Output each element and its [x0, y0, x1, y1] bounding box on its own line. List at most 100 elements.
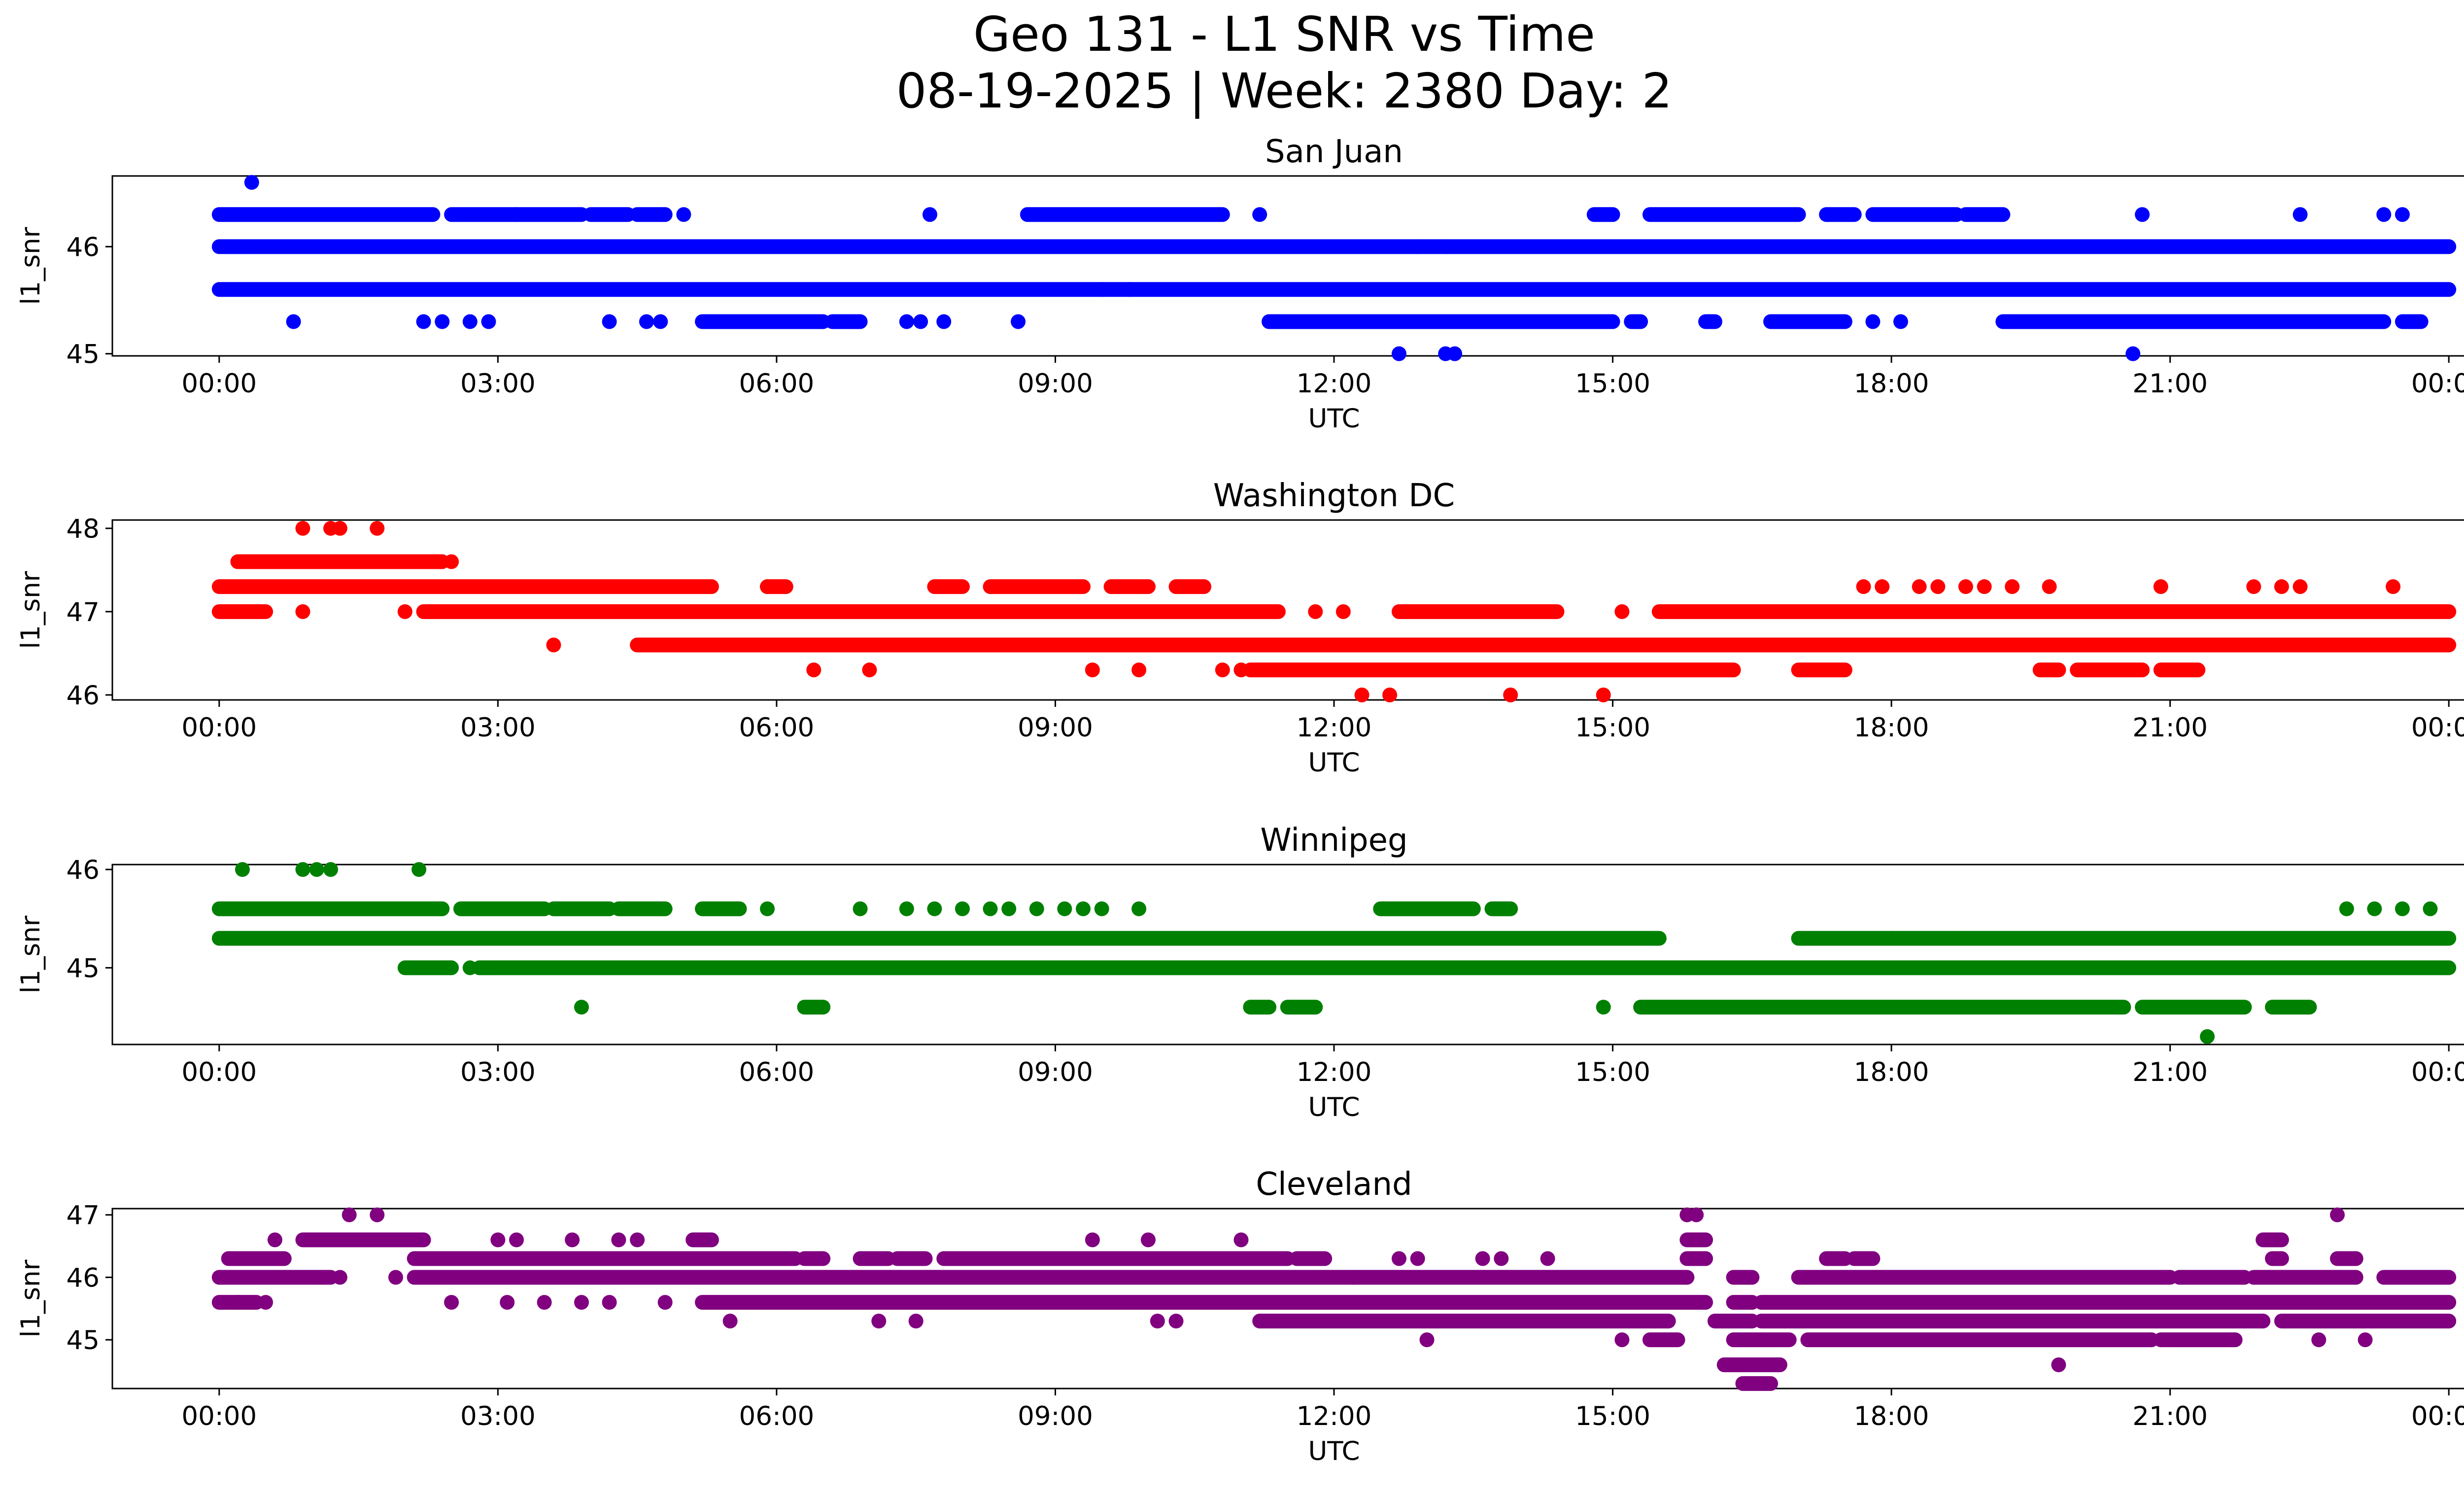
figure-title-line2: 08-19-2025 | Week: 2380 Day: 2: [896, 63, 1673, 119]
data-point: [1893, 314, 1908, 329]
data-point: [462, 314, 478, 329]
x-tick-label: 09:00: [1018, 1057, 1093, 1087]
data-point: [370, 521, 385, 536]
data-point: [235, 862, 250, 877]
x-tick-label: 21:00: [2132, 1057, 2208, 1087]
data-point: [1085, 662, 1100, 678]
data-point: [332, 1270, 347, 1285]
data-point: [853, 901, 868, 916]
data-point: [1150, 1314, 1165, 1329]
x-tick-label: 09:00: [1018, 1401, 1093, 1431]
data-point: [397, 604, 412, 619]
y-tick-label: 46: [67, 855, 100, 885]
data-point: [230, 1295, 245, 1310]
y-tick-label: 46: [67, 232, 100, 262]
x-tick-label: 00:00: [2411, 369, 2464, 399]
y-tick-label: 46: [67, 681, 100, 711]
x-tick-label: 18:00: [1854, 1401, 1929, 1431]
data-point: [2311, 1332, 2327, 1348]
data-point: [1596, 1000, 1611, 1015]
data-point: [1391, 1251, 1406, 1266]
data-point: [1252, 207, 1267, 222]
data-point: [244, 175, 259, 190]
data-point: [2051, 1357, 2066, 1372]
data-point: [2395, 901, 2410, 916]
panel-winnipeg: Winnipeg 45 46 00:00 03:00 06:00 09:00 12:00 15:…: [16, 822, 2464, 1122]
x-tick-label: 06:00: [739, 1057, 815, 1087]
x-tick-label: 00:00: [2411, 1057, 2464, 1087]
data-point: [295, 604, 310, 619]
panel-title: Winnipeg: [1260, 822, 1407, 859]
y-tick-label: 45: [67, 953, 100, 983]
data-point: [2005, 579, 2020, 594]
data-point: [1856, 579, 1871, 594]
data-point: [657, 1295, 673, 1310]
data-point: [1865, 314, 1881, 329]
data-point: [370, 1207, 385, 1222]
x-tick-label: 09:00: [1018, 369, 1093, 399]
x-tick-label: 21:00: [2132, 369, 2208, 399]
data-point: [2339, 901, 2354, 916]
data-point: [676, 207, 691, 222]
data-point: [1614, 1332, 1630, 1348]
x-tick-label: 03:00: [460, 1057, 536, 1087]
data-series: [211, 521, 2457, 702]
x-axis-label: UTC: [1308, 1092, 1360, 1122]
data-point: [388, 1270, 403, 1285]
data-point: [2125, 346, 2141, 361]
data-point: [2376, 207, 2392, 222]
data-point: [1308, 604, 1323, 619]
x-tick-label: 21:00: [2132, 713, 2208, 743]
data-point: [574, 1295, 589, 1310]
x-tick-label: 15:00: [1575, 369, 1650, 399]
x-tick-label: 06:00: [739, 1401, 815, 1431]
panel-washington-dc: Washington DC 46 47 48 00:00 03:00 06:00 09:00 1…: [16, 478, 2464, 778]
data-point: [1029, 901, 1044, 916]
data-point: [1215, 662, 1230, 678]
x-tick-label: 18:00: [1854, 713, 1929, 743]
data-point: [286, 314, 301, 329]
data-point: [1494, 1251, 1509, 1266]
data-point: [722, 1314, 738, 1329]
data-point: [411, 862, 427, 877]
panel-title: San Juan: [1265, 134, 1403, 170]
data-point: [2135, 207, 2150, 222]
data-point: [1930, 579, 1946, 594]
data-point: [1122, 282, 1137, 297]
data-point: [1382, 687, 1398, 702]
data-point: [1085, 1232, 1100, 1248]
data-point: [908, 1314, 924, 1329]
data-point: [1233, 662, 1249, 678]
data-point: [899, 901, 914, 916]
data-point: [295, 862, 310, 877]
panel-cleveland: Cleveland 45 46 47 00:00 03:00 06:00 09:00 12:00…: [16, 1166, 2464, 1466]
data-point: [323, 862, 339, 877]
y-axis-label: l1_snr: [16, 571, 46, 649]
data-point: [1958, 931, 1973, 946]
data-point: [1977, 579, 1992, 594]
data-point: [500, 1295, 515, 1310]
data-point: [2386, 579, 2401, 594]
data-point: [1958, 579, 1973, 594]
data-point: [806, 662, 821, 678]
data-point: [1057, 901, 1072, 916]
x-tick-label: 03:00: [460, 713, 536, 743]
data-point: [1419, 1332, 1435, 1348]
x-tick-label: 12:00: [1297, 1401, 1372, 1431]
data-point: [435, 314, 450, 329]
data-point: [2153, 579, 2168, 594]
y-tick-label: 45: [67, 1325, 100, 1356]
data-point: [1354, 687, 1369, 702]
data-series: [211, 1207, 2457, 1391]
data-point: [2395, 207, 2410, 222]
data-point: [602, 1295, 617, 1310]
data-point: [2329, 1207, 2345, 1222]
data-point: [332, 521, 347, 536]
data-point: [537, 1295, 552, 1310]
data-point: [1131, 901, 1147, 916]
data-point: [2200, 1029, 2215, 1044]
x-tick-label: 18:00: [1854, 1057, 1929, 1087]
data-point: [2293, 207, 2308, 222]
x-tick-label: 21:00: [2132, 1401, 2208, 1431]
